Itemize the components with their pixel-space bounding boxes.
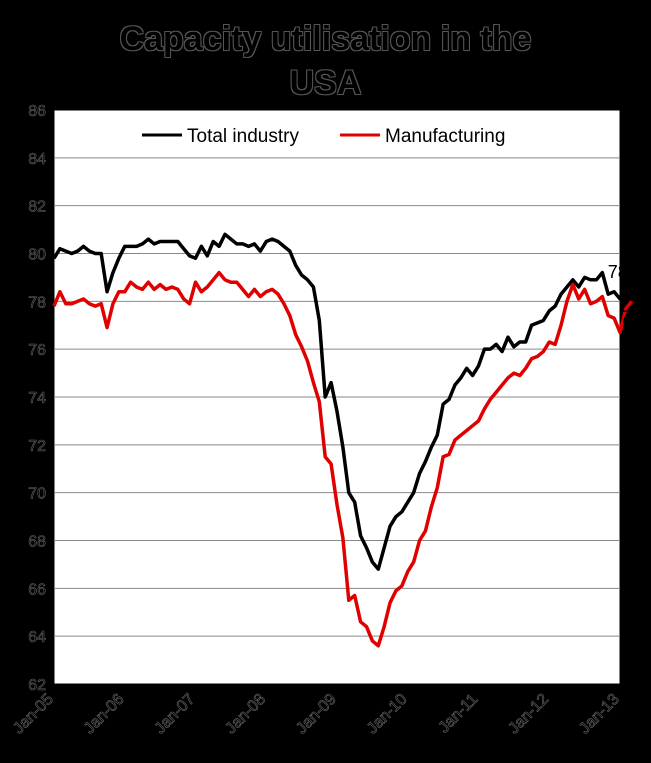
- y-tick-label: 68: [28, 534, 46, 551]
- y-tick-label: 70: [28, 486, 46, 503]
- x-axis-ticks: Jan-05 Jan-06 Jan-07 Jan-08 Jan-09 Jan-10 Jan-…: [10, 684, 623, 738]
- series-line-total-industry: [52, 232, 633, 571]
- x-tick-label: Jan-05: [10, 691, 57, 738]
- y-tick-label: 84: [28, 151, 46, 168]
- series-lines: [52, 232, 634, 648]
- y-tick-label: 80: [28, 247, 46, 264]
- legend: Total industry Manufacturing: [142, 126, 505, 147]
- y-tick-label: 66: [28, 581, 46, 598]
- chart-title-line-2: USA: [289, 64, 362, 102]
- x-tick-label: Jan-10: [364, 691, 411, 738]
- x-tick-label: Jan-12: [505, 691, 552, 738]
- x-tick-label: Jan-09: [293, 691, 340, 738]
- end-label-manufacturing: 78.0: [620, 307, 651, 327]
- x-tick-label: Jan-13: [576, 691, 623, 738]
- y-tick-label: 74: [28, 390, 46, 407]
- y-tick-label: 78: [28, 294, 46, 311]
- x-tick-label: Jan-08: [222, 691, 269, 738]
- y-axis-ticks: 62 64 66 68 70 72 74 76 78 80 82 84 86: [28, 103, 54, 694]
- y-tick-label: 62: [28, 677, 46, 694]
- end-label-total-industry: 78.8: [608, 262, 643, 282]
- x-tick-label: Jan-06: [81, 691, 128, 738]
- y-tick-label: 82: [28, 199, 46, 216]
- y-tick-label: 72: [28, 438, 46, 455]
- y-tick-label: 64: [28, 629, 46, 646]
- x-tick-label: Jan-11: [436, 691, 482, 737]
- y-tick-label: 76: [28, 342, 46, 359]
- chart-title-line-1: Capacity utilisation in the: [119, 20, 532, 58]
- legend-label-total-industry: Total industry: [187, 126, 299, 147]
- end-labels: 78.8 78.0: [608, 262, 651, 327]
- series-line-manufacturing: [52, 270, 634, 648]
- legend-label-manufacturing: Manufacturing: [385, 126, 505, 147]
- x-tick-label: Jan-07: [152, 691, 199, 738]
- y-tick-label: 86: [28, 103, 46, 120]
